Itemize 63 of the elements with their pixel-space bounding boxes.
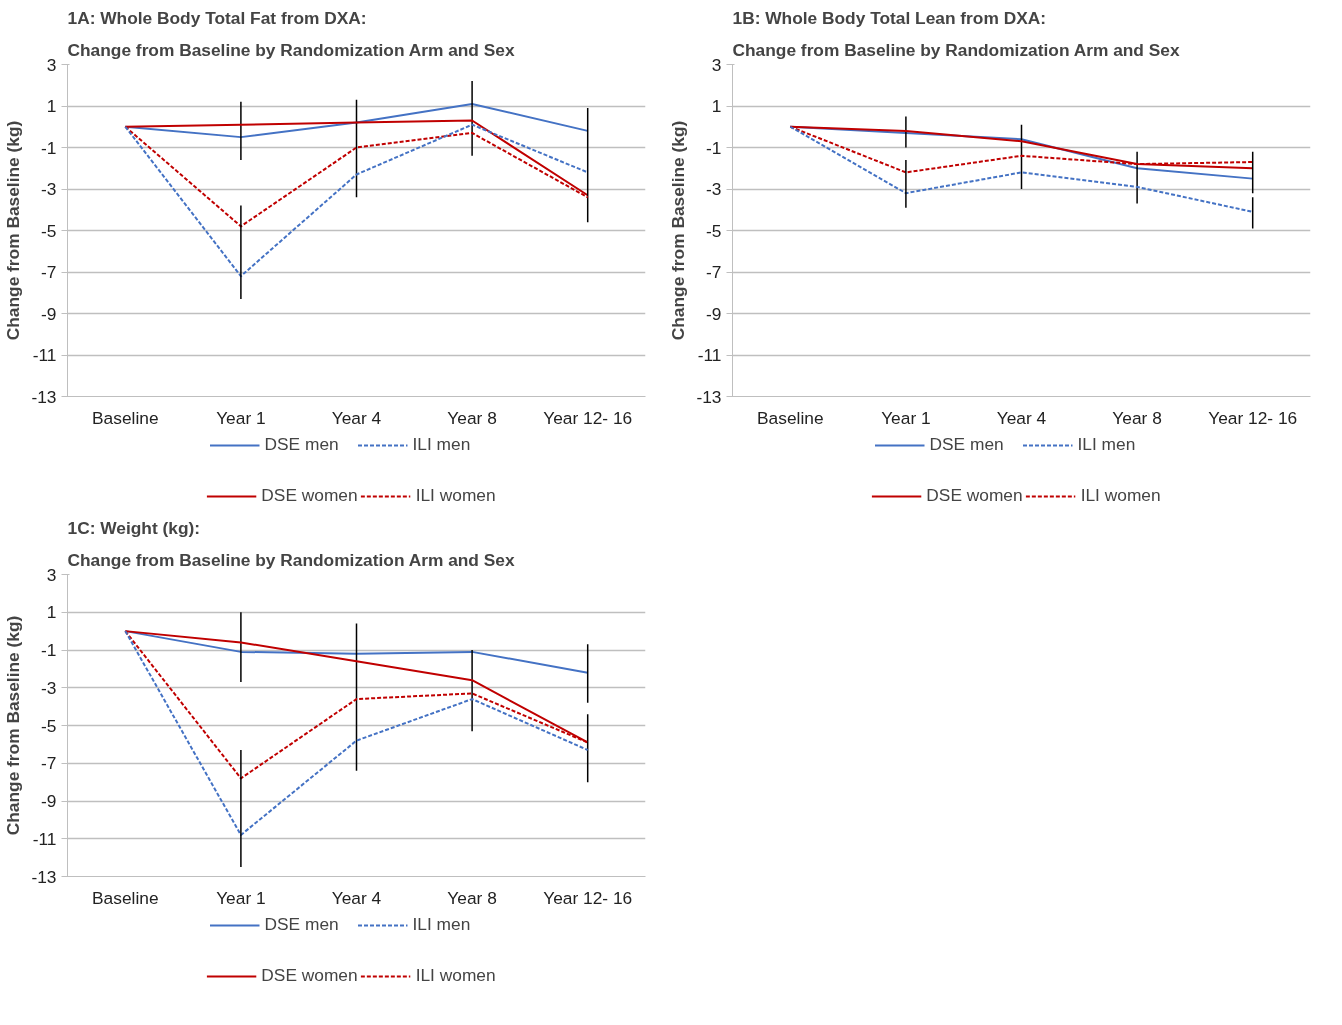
chart-title: 1B: Whole Body Total Lean from DXA: <box>732 7 1047 28</box>
y-tick-label: -5 <box>41 220 57 241</box>
x-tick-label: Year 4 <box>996 407 1047 428</box>
y-tick-label: 3 <box>46 54 57 75</box>
y-axis-title: Change from Baseline (kg) <box>668 120 689 341</box>
y-tick-label: -9 <box>706 303 722 324</box>
legend-label: DSE women <box>926 485 1023 506</box>
y-tick-label: -9 <box>41 791 57 811</box>
x-tick-label: Year 12- 16 <box>543 887 633 908</box>
x-tick-label: Year 12- 16 <box>1208 407 1298 428</box>
x-tick-label: Baseline <box>757 407 824 428</box>
chart-title: 1A: Whole Body Total Fat from DXA: <box>67 7 367 28</box>
y-axis-title: Change from Baseline (kg) <box>3 615 24 836</box>
legend-label: DSE men <box>264 434 340 455</box>
legend-label: ILI men <box>412 914 472 935</box>
y-tick-label: -13 <box>696 386 722 407</box>
chart-title: 1C: Weight (kg): <box>67 517 201 538</box>
y-tick-label: 3 <box>711 54 722 75</box>
y-tick-label: -3 <box>706 179 722 199</box>
x-tick-label: Year 1 <box>216 407 266 428</box>
y-tick-label: -11 <box>32 345 57 365</box>
legend-label: ILI women <box>415 965 497 986</box>
y-tick-label: 1 <box>46 96 57 116</box>
x-tick-label: Year 8 <box>447 407 497 428</box>
y-tick-label: 1 <box>46 602 57 623</box>
y-tick-label: -13 <box>31 866 57 887</box>
x-tick-label: Year 1 <box>881 407 931 428</box>
legend-label: ILI women <box>415 485 497 506</box>
y-tick-label: -9 <box>41 303 57 324</box>
y-tick-label: -1 <box>706 137 722 158</box>
y-tick-label: -5 <box>41 715 57 736</box>
y-axis-title: Change from Baseline (kg) <box>3 120 24 341</box>
x-tick-label: Year 8 <box>447 887 497 908</box>
legend-label: ILI men <box>1077 434 1137 455</box>
y-tick-label: -3 <box>41 179 57 199</box>
y-tick-label: 1 <box>711 96 722 116</box>
legend-label: ILI men <box>412 434 472 455</box>
x-tick-label: Year 12- 16 <box>543 407 633 428</box>
y-tick-label: 3 <box>46 564 57 585</box>
y-tick-label: -11 <box>697 345 722 365</box>
legend-label: DSE men <box>264 914 340 935</box>
chart-subtitle: Change from Baseline by Randomization Arm and Sex <box>732 39 1180 60</box>
y-tick-label: -11 <box>32 828 57 849</box>
y-tick-label: -1 <box>41 137 57 158</box>
x-tick-label: Year 1 <box>216 887 266 908</box>
y-tick-label: -1 <box>41 640 57 660</box>
x-tick-label: Baseline <box>92 407 159 428</box>
legend-label: ILI women <box>1080 485 1162 506</box>
y-tick-label: -13 <box>31 386 57 407</box>
y-tick-label: -3 <box>41 677 57 698</box>
x-tick-label: Baseline <box>92 887 159 908</box>
chart-subtitle: Change from Baseline by Randomization Arm and Sex <box>67 39 515 60</box>
chart-subtitle: Change from Baseline by Randomization Arm and Sex <box>67 549 515 570</box>
legend-label: DSE men <box>929 434 1005 455</box>
y-tick-label: -5 <box>706 220 722 241</box>
x-tick-label: Year 4 <box>331 407 382 428</box>
y-tick-label: -7 <box>41 262 57 282</box>
y-tick-label: -7 <box>41 753 57 774</box>
x-tick-label: Year 8 <box>1112 407 1162 428</box>
x-tick-label: Year 4 <box>331 887 382 908</box>
y-tick-label: -7 <box>706 262 722 282</box>
legend-label: DSE women <box>261 485 358 506</box>
legend-label: DSE women <box>261 965 358 986</box>
